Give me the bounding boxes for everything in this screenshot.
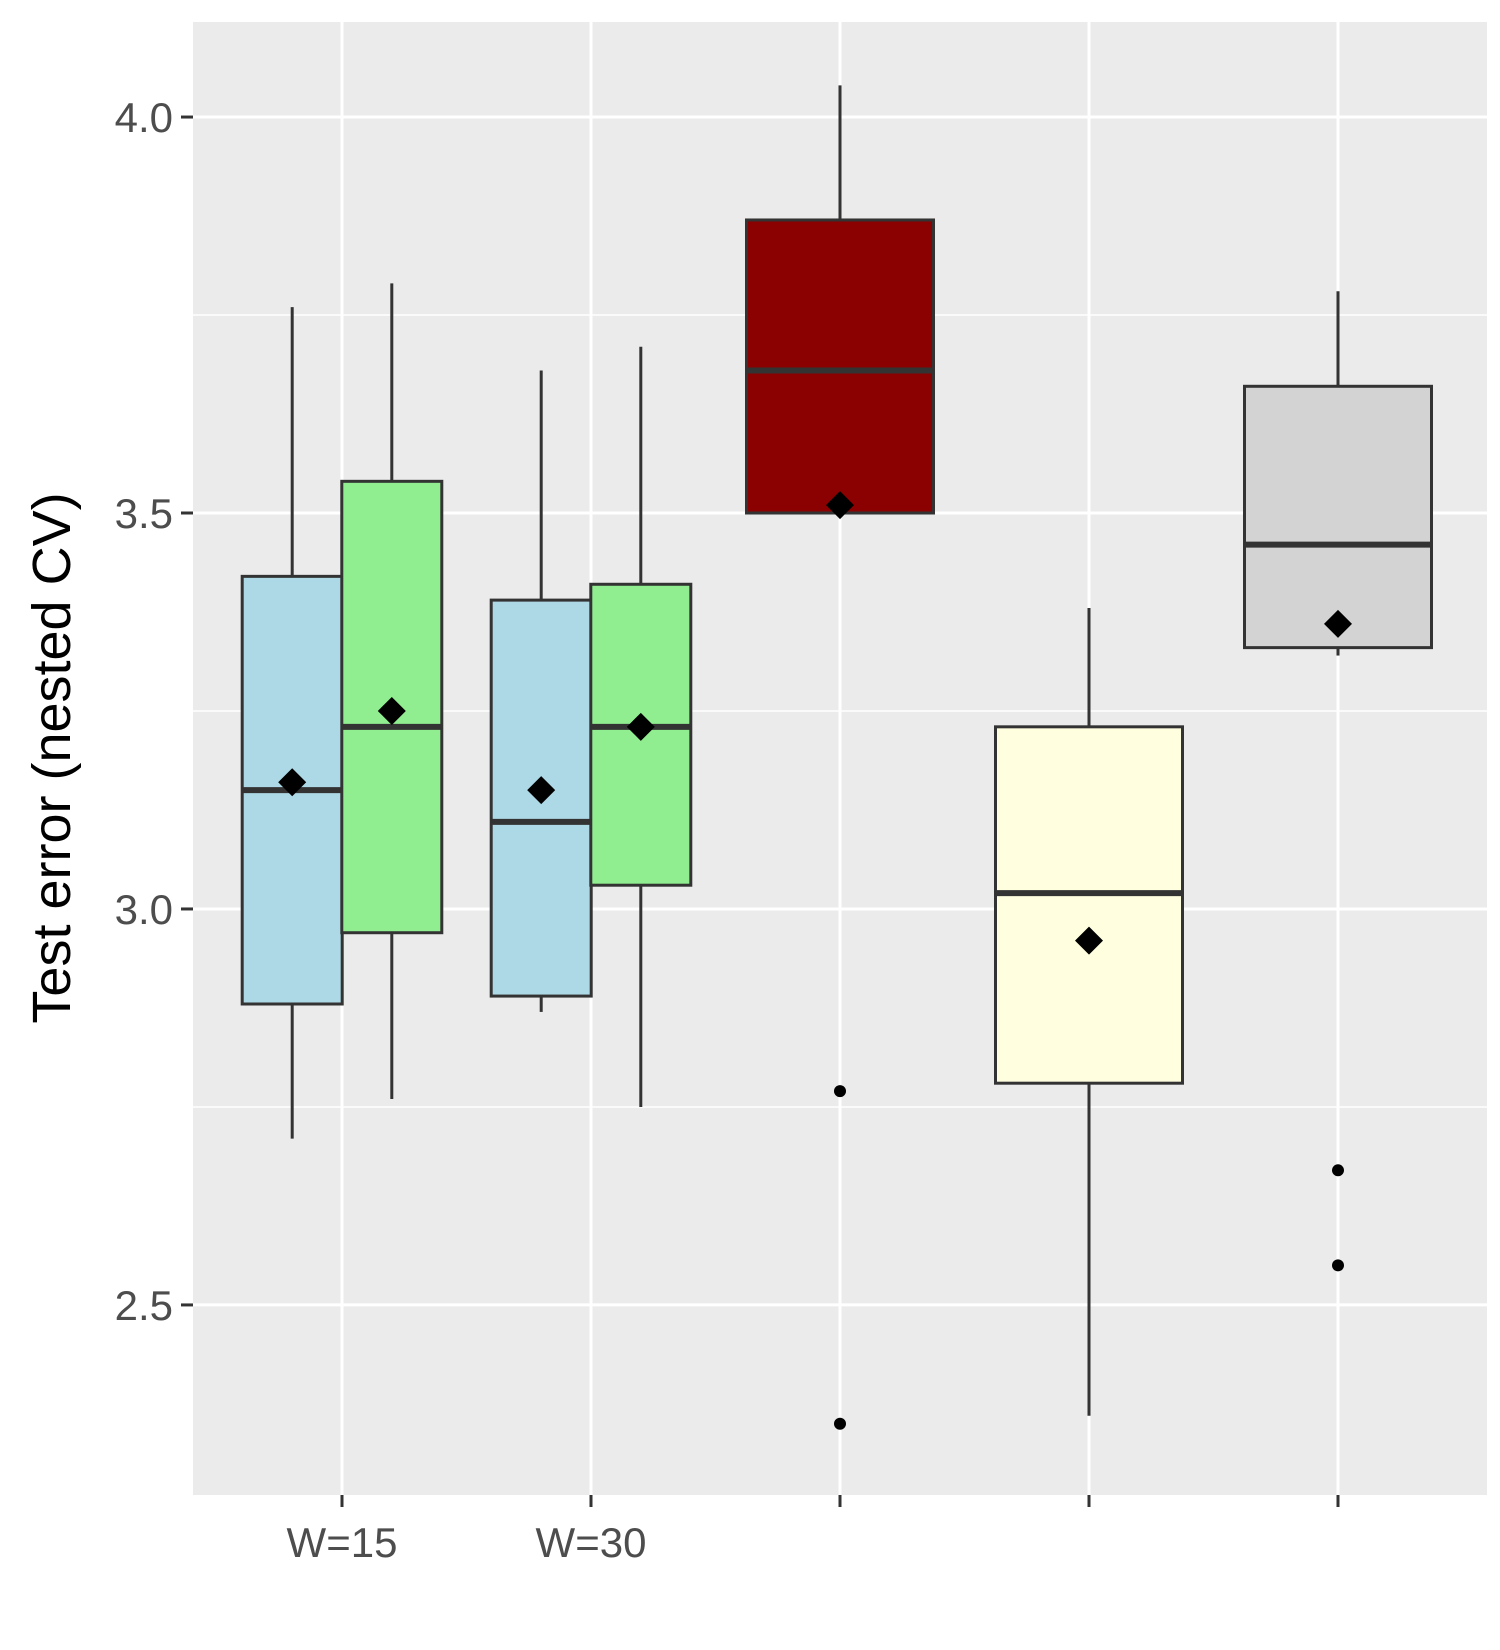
y-axis: 2.5 3.0 3.5 4.0 [115,94,193,1329]
x-axis: W=15 W=30 [287,1495,1340,1566]
box-group [1243,291,1433,1272]
y-tick-label: 3.5 [115,490,173,537]
outlier-point [834,1085,846,1098]
y-axis-title: Test error (nested CV) [22,492,82,1023]
box-group [589,346,693,1107]
outlier-point [1332,1259,1344,1272]
box [745,218,935,515]
y-tick-label: 4.0 [115,94,173,141]
y-tick-label: 2.5 [115,1282,173,1329]
x-tick-label: W=30 [536,1519,647,1566]
mean-marker [1324,609,1352,638]
box [994,725,1184,1085]
outlier-point [834,1417,846,1430]
box-group [340,283,444,1100]
box [1243,384,1433,650]
box-group [240,307,344,1139]
mean-marker [626,712,655,741]
box-group [994,608,1184,1416]
mean-marker [278,768,307,797]
box-group [745,85,935,1430]
mean-marker [527,776,556,805]
box-group [489,370,593,1012]
outlier-point [1332,1164,1344,1177]
boxes [240,85,1433,1430]
x-tick-label: W=15 [287,1519,398,1566]
mean-marker [826,491,854,520]
y-tick-label: 3.0 [115,886,173,933]
mean-marker [377,696,406,725]
mean-marker [1075,926,1103,955]
